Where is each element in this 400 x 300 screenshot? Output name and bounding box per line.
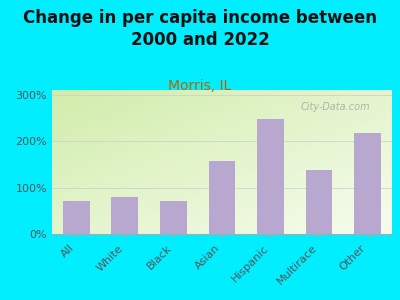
Bar (63, 201, 90, 234)
Bar (209, 160, 235, 234)
Bar (354, 133, 381, 234)
Text: City-Data.com: City-Data.com (300, 102, 370, 112)
Text: Change in per capita income between
2000 and 2022: Change in per capita income between 2000… (23, 9, 377, 49)
Bar (306, 170, 332, 234)
Bar (112, 197, 138, 234)
Bar (257, 119, 284, 234)
Text: Morris, IL: Morris, IL (168, 80, 232, 94)
Bar (160, 202, 187, 234)
